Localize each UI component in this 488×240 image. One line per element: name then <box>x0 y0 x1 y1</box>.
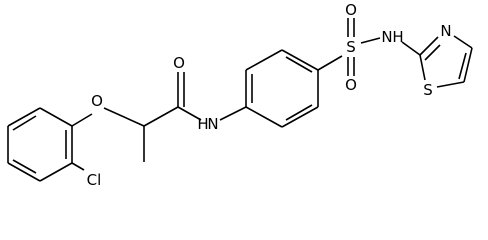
atom-label: N <box>381 28 392 46</box>
atom-label: O <box>91 92 103 110</box>
atom-label: S <box>346 38 356 56</box>
molecule-diagram: O O N H S O O N H N S Cl <box>7 1 473 189</box>
atom-label: O <box>345 76 357 94</box>
atom-label: O <box>173 54 185 72</box>
atom-label: Cl <box>87 171 102 189</box>
atom-label: H <box>392 28 403 46</box>
atom-label: S <box>423 81 433 99</box>
atom-label: O <box>345 1 357 19</box>
atom-label: N <box>440 22 451 40</box>
atom-label: H <box>197 115 208 133</box>
atom-label: N <box>207 115 218 133</box>
bonds <box>7 18 473 182</box>
